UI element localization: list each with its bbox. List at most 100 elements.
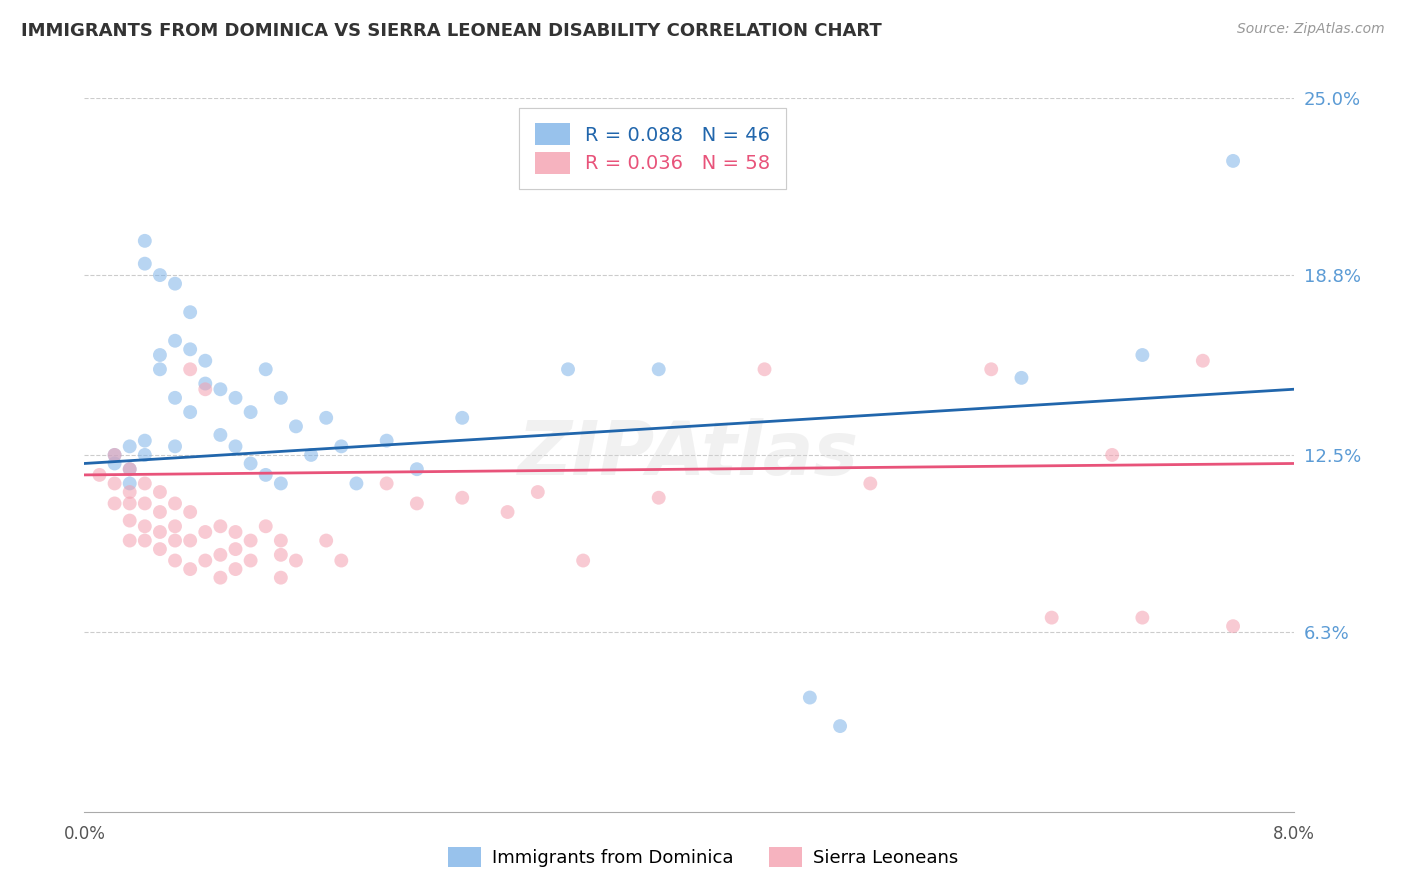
- Point: [648, 491, 671, 505]
- Point: [118, 533, 141, 548]
- Point: [270, 476, 292, 491]
- Point: [165, 334, 187, 348]
- Point: [89, 467, 111, 482]
- Point: [149, 524, 172, 539]
- Point: [754, 362, 776, 376]
- Point: [165, 496, 187, 510]
- Point: [1222, 153, 1244, 168]
- Point: [209, 428, 232, 442]
- Point: [648, 362, 671, 376]
- Point: [496, 505, 519, 519]
- Point: [118, 439, 141, 453]
- Point: [225, 439, 247, 453]
- Point: [134, 434, 156, 448]
- Point: [179, 562, 201, 576]
- Point: [134, 476, 156, 491]
- Point: [209, 548, 232, 562]
- Text: IMMIGRANTS FROM DOMINICA VS SIERRA LEONEAN DISABILITY CORRELATION CHART: IMMIGRANTS FROM DOMINICA VS SIERRA LEONE…: [21, 22, 882, 40]
- Point: [330, 553, 353, 567]
- Point: [149, 348, 172, 362]
- Point: [165, 519, 187, 533]
- Legend: Immigrants from Dominica, Sierra Leoneans: Immigrants from Dominica, Sierra Leonean…: [441, 839, 965, 874]
- Point: [209, 519, 232, 533]
- Point: [194, 553, 217, 567]
- Point: [254, 362, 277, 376]
- Point: [239, 533, 262, 548]
- Point: [1040, 610, 1063, 624]
- Point: [451, 410, 474, 425]
- Point: [104, 457, 127, 471]
- Point: [1192, 353, 1215, 368]
- Point: [239, 405, 262, 419]
- Text: ZIPAtlas: ZIPAtlas: [519, 418, 859, 491]
- Point: [330, 439, 353, 453]
- Point: [165, 533, 187, 548]
- Point: [270, 391, 292, 405]
- Point: [1011, 371, 1033, 385]
- Point: [104, 496, 127, 510]
- Point: [209, 571, 232, 585]
- Point: [134, 448, 156, 462]
- Point: [299, 448, 322, 462]
- Point: [134, 257, 156, 271]
- Point: [285, 553, 308, 567]
- Point: [165, 553, 187, 567]
- Point: [346, 476, 368, 491]
- Point: [270, 533, 292, 548]
- Point: [134, 496, 156, 510]
- Point: [165, 391, 187, 405]
- Point: [118, 514, 141, 528]
- Point: [225, 542, 247, 557]
- Point: [149, 268, 172, 282]
- Point: [118, 462, 141, 476]
- Point: [104, 476, 127, 491]
- Point: [194, 376, 217, 391]
- Point: [149, 362, 172, 376]
- Text: Source: ZipAtlas.com: Source: ZipAtlas.com: [1237, 22, 1385, 37]
- Point: [1222, 619, 1244, 633]
- Point: [225, 391, 247, 405]
- Point: [375, 434, 398, 448]
- Point: [179, 505, 201, 519]
- Point: [406, 496, 429, 510]
- Point: [799, 690, 821, 705]
- Point: [179, 362, 201, 376]
- Point: [980, 362, 1002, 376]
- Point: [239, 553, 262, 567]
- Point: [1101, 448, 1123, 462]
- Point: [254, 467, 277, 482]
- Point: [375, 476, 398, 491]
- Point: [270, 571, 292, 585]
- Point: [194, 524, 217, 539]
- Point: [118, 462, 141, 476]
- Point: [527, 485, 550, 500]
- Point: [118, 485, 141, 500]
- Point: [134, 234, 156, 248]
- Point: [194, 353, 217, 368]
- Point: [1132, 610, 1154, 624]
- Point: [149, 485, 172, 500]
- Point: [149, 505, 172, 519]
- Point: [179, 305, 201, 319]
- Point: [1132, 348, 1154, 362]
- Point: [179, 343, 201, 357]
- Point: [451, 491, 474, 505]
- Point: [194, 382, 217, 396]
- Point: [165, 277, 187, 291]
- Point: [315, 410, 337, 425]
- Point: [209, 382, 232, 396]
- Point: [179, 405, 201, 419]
- Point: [270, 548, 292, 562]
- Point: [254, 519, 277, 533]
- Point: [285, 419, 308, 434]
- Point: [134, 519, 156, 533]
- Point: [830, 719, 852, 733]
- Point: [239, 457, 262, 471]
- Point: [859, 476, 882, 491]
- Point: [225, 524, 247, 539]
- Point: [179, 533, 201, 548]
- Point: [149, 542, 172, 557]
- Point: [104, 448, 127, 462]
- Point: [225, 562, 247, 576]
- Legend: R = 0.088   N = 46, R = 0.036   N = 58: R = 0.088 N = 46, R = 0.036 N = 58: [519, 108, 786, 189]
